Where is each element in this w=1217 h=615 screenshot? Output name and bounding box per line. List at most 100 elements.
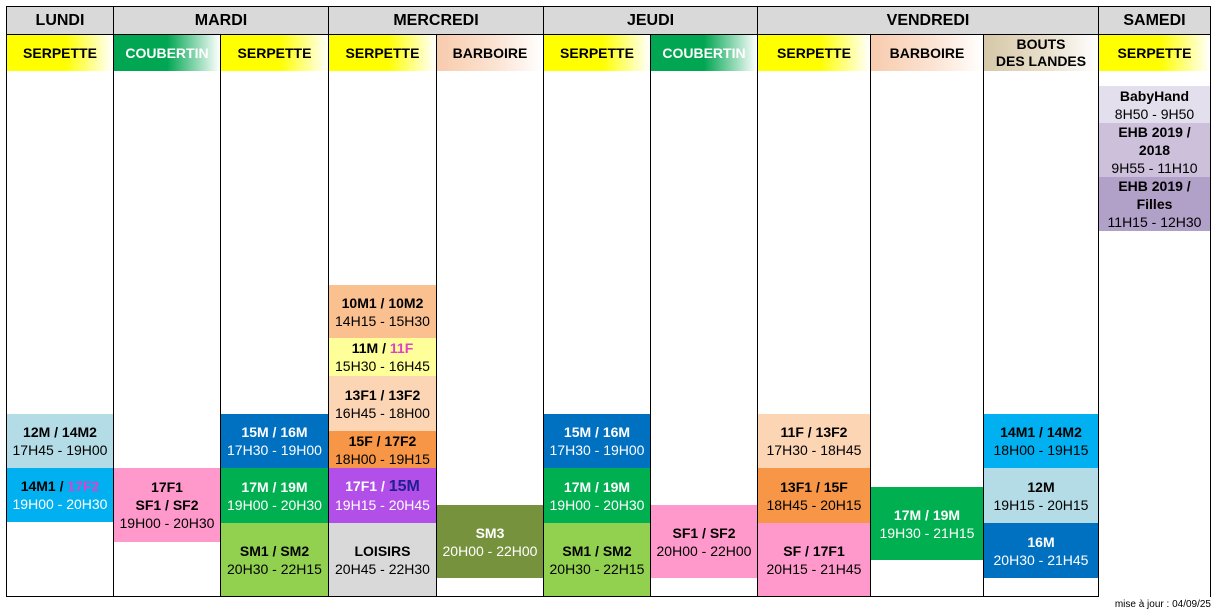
slot-title: 17M / 19M <box>241 478 308 495</box>
slot-title-line1: 17F1 <box>151 479 183 495</box>
slot-samedi-babyhand[interactable]: BabyHand 8H50 - 9H50 <box>1099 86 1210 123</box>
slot-hours: 19H00 - 20H30 <box>119 515 215 531</box>
slot-hours: 19H15 - 20H45 <box>335 497 430 513</box>
venue-header-serpette: SERPETTE <box>328 34 437 72</box>
venue-label: SERPETTE <box>345 44 420 61</box>
slot-vendredi-17m-19m[interactable]: 17M / 19M 19H30 - 21H15 <box>871 487 983 560</box>
slot-title: 13F1 / 13F2 <box>344 386 421 403</box>
slot-vendredi-13f1-15f[interactable]: 13F1 / 15F 18H45 - 20H15 <box>758 468 870 523</box>
slot-title: BabyHand <box>1119 87 1190 104</box>
venue-label-line2: DES LANDES <box>995 53 1087 69</box>
slot-mercredi-10m1-10m2[interactable]: 10M1 / 10M2 14H15 - 15H30 <box>329 285 436 338</box>
slot-title: 16M <box>1027 533 1055 550</box>
slot-vendredi-12m[interactable]: 12M 19H15 - 20H15 <box>984 468 1098 523</box>
slot-lundi-14m1-17f2[interactable]: 14M1 / 17F2 19H00 - 20H30 <box>7 468 113 522</box>
slot-hours: 20H00 - 22H00 <box>656 542 752 559</box>
slot-hours: 17H30 - 19H00 <box>227 442 322 458</box>
slot-mercredi-13f1-13f2[interactable]: 13F1 / 13F2 16H45 - 18H00 <box>329 376 436 431</box>
slot-mercredi-11m-11f[interactable]: 11M / 11F 15H30 - 16H45 <box>329 338 436 376</box>
slot-samedi-ehb-2019-2018[interactable]: EHB 2019 / 2018 9H55 - 11H10 <box>1099 123 1210 177</box>
slot-title: 12M / 14M2 <box>23 424 97 440</box>
table-bottom-border <box>6 596 1098 597</box>
day-header-jeudi: JEUDI <box>543 6 758 35</box>
slot-vendredi-11f-13f2[interactable]: 11F / 13F2 17H30 - 18H45 <box>758 414 870 468</box>
slot-title-line1: EHB 2019 / <box>1118 178 1191 194</box>
venue-header-serpette: SERPETTE <box>757 34 871 72</box>
slot-title: LOISIRS <box>354 542 411 559</box>
slot-hours: 18H45 - 20H15 <box>766 496 862 513</box>
slot-title: 15M / 16M <box>563 424 631 440</box>
slot-title: SF1 / SF2 <box>672 524 736 541</box>
slot-hours: 17H45 - 19H00 <box>12 442 108 458</box>
slot-mardi-15m-16m[interactable]: 15M / 16M 17H30 - 19H00 <box>221 414 328 468</box>
venue-label: COUBERTIN <box>125 44 209 61</box>
slot-mercredi-15f-17f2[interactable]: 15F / 17F2 18H00 - 19H15 <box>329 431 436 468</box>
venue-header-barboire: BARBOIRE <box>436 34 544 72</box>
slot-hours: 19H00 - 20H30 <box>227 496 322 513</box>
slot-hours: 20H15 - 21H45 <box>766 560 862 577</box>
slot-mardi-17f1-sf1-sf2[interactable]: 17F1 SF1 / SF2 19H00 - 20H30 <box>114 468 220 542</box>
slot-title: 15F / 17F2 <box>348 432 417 449</box>
slot-hours: 9H55 - 11H10 <box>1111 160 1198 176</box>
slot-hours: 14H15 - 15H30 <box>335 312 430 329</box>
slot-hours: 19H30 - 21H15 <box>879 524 975 541</box>
slot-mardi-17m-19m[interactable]: 17M / 19M 19H00 - 20H30 <box>221 468 328 523</box>
day-header-vendredi: VENDREDI <box>757 6 1099 35</box>
slot-hours: 20H30 - 22H15 <box>227 560 322 577</box>
slot-title-line1: EHB 2019 / <box>1118 124 1191 140</box>
slot-jeudi-sf1-sf2[interactable]: SF1 / SF2 20H00 - 22H00 <box>651 505 757 578</box>
slot-samedi-ehb-2019-filles[interactable]: EHB 2019 / Filles 11H15 - 12H30 <box>1099 177 1210 231</box>
venue-header-serpette: SERPETTE <box>1098 34 1211 72</box>
slot-title-part: 17F1 / <box>345 478 389 494</box>
slot-jeudi-15m-16m[interactable]: 15M / 16M 17H30 - 19H00 <box>544 414 650 468</box>
venue-label: SERPETTE <box>23 44 97 61</box>
last-update-note: mise à jour : 04/09/25 <box>1114 599 1211 610</box>
slot-title: 10M1 / 10M2 <box>341 294 424 311</box>
slot-jeudi-sm1-sm2[interactable]: SM1 / SM2 20H30 - 22H15 <box>544 523 650 596</box>
slot-hours: 17H30 - 18H45 <box>766 442 862 458</box>
slot-hours: 19H15 - 20H15 <box>993 496 1089 513</box>
venue-label: SERPETTE <box>237 44 312 61</box>
slot-title-highlight: 11F <box>389 340 414 356</box>
venue-label: SERPETTE <box>1117 44 1192 61</box>
slot-jeudi-17m-19m[interactable]: 17M / 19M 19H00 - 20H30 <box>544 468 650 523</box>
slot-hours: 20H45 - 22H30 <box>335 560 430 577</box>
day-header-mercredi: MERCREDI <box>328 6 544 35</box>
slot-hours: 19H00 - 20H30 <box>549 496 645 513</box>
venue-label: BOUTS DES LANDES <box>996 36 1086 70</box>
slot-title: 17M / 19M <box>893 506 961 523</box>
venue-header-bouts-des-landes: BOUTS DES LANDES <box>983 34 1099 72</box>
slot-mercredi-loisirs[interactable]: LOISIRS 20H45 - 22H30 <box>329 523 436 596</box>
day-header-samedi: SAMEDI <box>1098 6 1211 35</box>
slot-title: 14M1 / 17F2 <box>21 477 100 495</box>
slot-vendredi-sf-17f1[interactable]: SF / 17F1 20H15 - 21H45 <box>758 523 870 596</box>
slot-title: 14M1 / 14M2 <box>1000 424 1082 440</box>
slot-hours: 16H45 - 18H00 <box>335 404 430 421</box>
slot-lundi-12m-14m2[interactable]: 12M / 14M2 17H45 - 19H00 <box>7 414 113 468</box>
slot-hours: 20H00 - 22H00 <box>442 542 538 559</box>
slot-mercredi-sm3[interactable]: SM3 20H00 - 22H00 <box>437 505 543 578</box>
venue-label: BARBOIRE <box>889 44 965 61</box>
slot-mercredi-17f1-15m[interactable]: 17F1 / 15M 19H15 - 20H45 <box>329 468 436 523</box>
slot-hours: 18H00 - 19H15 <box>335 450 430 467</box>
day-header-mardi: MARDI <box>113 6 329 35</box>
slot-title: SF / 17F1 <box>783 542 845 559</box>
slot-vendredi-16m[interactable]: 16M 20H30 - 21H45 <box>984 523 1098 578</box>
venue-header-serpette: SERPETTE <box>6 34 114 72</box>
venue-label-line1: BOUTS <box>1016 36 1066 52</box>
venue-header-coubertin: COUBERTIN <box>113 34 221 72</box>
slot-title: 11M / 11F <box>352 339 414 357</box>
slot-title: 12M <box>1027 478 1055 495</box>
slot-title: 17F1 / 15M <box>345 477 420 496</box>
slot-title-part: 14M1 / <box>20 478 68 494</box>
venue-header-serpette: SERPETTE <box>543 34 651 72</box>
slot-hours: 11H15 - 12H30 <box>1107 214 1202 230</box>
slot-hours: 8H50 - 9H50 <box>1114 105 1195 122</box>
slot-vendredi-14m1-14m2[interactable]: 14M1 / 14M2 18H00 - 19H15 <box>984 414 1098 468</box>
slot-title: 17M / 19M <box>563 478 631 495</box>
slot-title: 15M / 16M <box>241 424 308 440</box>
slot-title: SM1 / SM2 <box>239 542 310 559</box>
slot-title-highlight: 15M <box>388 478 420 495</box>
slot-mardi-sm1-sm2[interactable]: SM1 / SM2 20H30 - 22H15 <box>221 523 328 596</box>
